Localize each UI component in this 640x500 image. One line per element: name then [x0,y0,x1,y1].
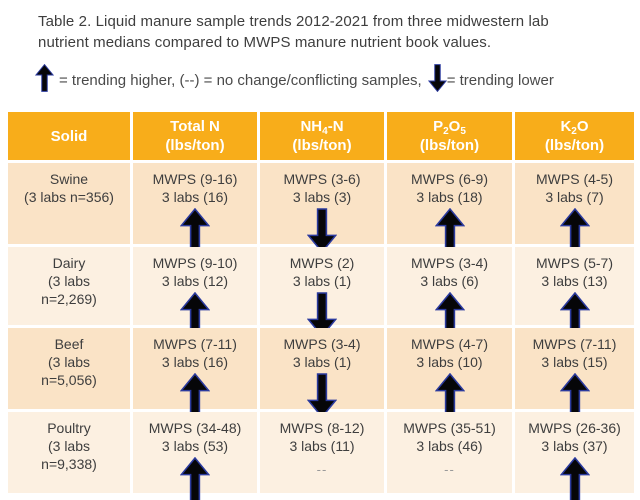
row-label-line: n=9,338) [41,456,97,472]
labs-value: 3 labs (16) [161,189,229,205]
column-header-label: K2O [560,118,589,137]
mwps-value: MWPS (4-7) [411,336,488,352]
mwps-value: MWPS (9-10) [152,255,238,271]
labs-value: 3 labs (53) [161,438,229,454]
legend-down-text: = trending lower [446,71,554,89]
row-label-line: (3 labs [47,354,91,370]
row-label-line: (3 labs [47,438,91,454]
column-header-label: NH4-N [300,118,344,137]
data-cell-r3-c3: MWPS (26-36) 3 labs (37) [515,412,634,500]
labs-value: 3 labs (37) [541,438,608,454]
trend-down-arrow-icon [306,208,338,254]
mwps-value: MWPS (5-7) [536,255,613,271]
labs-value: 3 labs (11) [289,438,355,454]
column-header-4: K2O (lbs/ton) [515,112,634,160]
column-header-1: Total N (lbs/ton) [133,112,257,160]
labs-value: 3 labs (1) [292,273,352,289]
data-cell-r3-c0: MWPS (34-48) 3 labs (53) [133,412,257,500]
data-cell-r2-c2: MWPS (4-7) 3 labs (10) [387,328,512,418]
labs-value: 3 labs (1) [292,354,352,370]
column-header-units: (lbs/ton) [419,137,480,154]
data-cell-r2-c1: MWPS (3-4) 3 labs (1) [260,328,384,419]
mwps-value: MWPS (7-11) [153,336,237,352]
mwps-value: MWPS (3-6) [283,171,361,187]
mwps-value: MWPS (2) [289,255,355,271]
mwps-value: MWPS (9-16) [152,171,238,187]
legend: = trending higher, (--) = no change/conf… [34,63,554,96]
mwps-value: MWPS (6-9) [411,171,488,187]
column-header-units: (lbs/ton) [165,137,225,154]
column-header-label: P2O5 [433,118,466,137]
trend-down-arrow-icon [306,292,338,338]
column-header-label: Solid [50,127,88,145]
row-label-line: Dairy [52,255,86,271]
labs-value: 3 labs (15) [541,354,608,370]
data-cell-r0-c0: MWPS (9-16) 3 labs (16) [133,163,257,253]
data-cell-r0-c3: MWPS (4-5) 3 labs (7) [515,163,634,253]
mwps-value: MWPS (8-12) [279,420,365,436]
mwps-value: MWPS (3-4) [411,255,488,271]
data-cell-r1-c3: MWPS (5-7) 3 labs (13) [515,247,634,337]
labs-value: 3 labs (3) [292,189,352,205]
nutrient-trends-table: Solid Total N (lbs/ton) NH4-N (lbs/ton) P2O5(… [8,112,634,500]
row-label-line: Poultry [47,420,91,436]
data-cell-r3-c1: MWPS (8-12) 3 labs (11) -- [260,412,384,493]
column-header-0: Solid [8,112,130,160]
no-change-dash: -- [444,462,455,477]
column-header-2: NH4-N (lbs/ton) [260,112,384,160]
row-label-3: Poultry (3 labs n=9,338) [8,412,130,493]
row-label-line: n=5,056) [41,372,97,388]
trend-up-arrow-icon [34,63,55,96]
labs-value: 3 labs (16) [161,354,229,370]
column-header-units: (lbs/ton) [544,137,605,154]
labs-value: 3 labs (46) [416,438,483,454]
data-cell-r1-c2: MWPS (3-4) 3 labs (6) [387,247,512,337]
mwps-value: MWPS (4-5) [536,171,613,187]
data-cell-r2-c0: MWPS (7-11) 3 labs (16) [133,328,257,418]
row-label-line: (3 labs n=356) [24,189,114,205]
caption-line-1: Table 2. Liquid manure sample trends 201… [38,13,549,30]
mwps-value: MWPS (35-51) [403,420,496,436]
row-label-1: Dairy (3 labs n=2,269) [8,247,130,325]
data-cell-r0-c1: MWPS (3-6) 3 labs (3) [260,163,384,254]
table-caption: Table 2. Liquid manure sample trends 201… [38,12,598,53]
row-label-line: (3 labs [47,273,91,289]
row-label-line: n=2,269) [41,291,97,307]
data-cell-r0-c2: MWPS (6-9) 3 labs (18) [387,163,512,253]
mwps-value: MWPS (7-11) [532,336,617,352]
row-label-line: Beef [54,336,84,352]
column-header-units: (lbs/ton) [292,137,352,154]
mwps-value: MWPS (26-36) [528,420,621,436]
data-cell-r2-c3: MWPS (7-11) 3 labs (15) [515,328,634,418]
labs-value: 3 labs (6) [420,273,479,289]
legend-up-text: = trending higher, (--) = no change/conf… [59,71,422,89]
trend-up-arrow-icon [559,456,590,500]
labs-value: 3 labs (10) [416,354,483,370]
trend-up-arrow-icon [179,456,211,500]
labs-value: 3 labs (18) [416,189,483,205]
labs-value: 3 labs (7) [545,189,604,205]
row-label-0: Swine (3 labs n=356) [8,163,130,244]
labs-value: 3 labs (13) [541,273,608,289]
row-label-2: Beef (3 labs n=5,056) [8,328,130,409]
data-cell-r3-c2: MWPS (35-51) 3 labs (46) -- [387,412,512,493]
column-header-label: Total N [170,118,220,135]
mwps-value: MWPS (34-48) [148,420,242,436]
data-cell-r1-c1: MWPS (2) 3 labs (1) [260,247,384,338]
labs-value: 3 labs (12) [161,273,229,289]
caption-line-2: nutrient medians compared to MWPS manure… [38,33,492,51]
data-cell-r1-c0: MWPS (9-10) 3 labs (12) [133,247,257,337]
trend-down-arrow-icon [427,64,447,96]
trend-down-arrow-icon [306,373,338,419]
mwps-value: MWPS (3-4) [283,336,361,352]
row-label-line: Swine [49,171,89,187]
column-header-3: P2O5 (lbs/ton) [387,112,512,160]
no-change-dash: -- [316,462,328,477]
